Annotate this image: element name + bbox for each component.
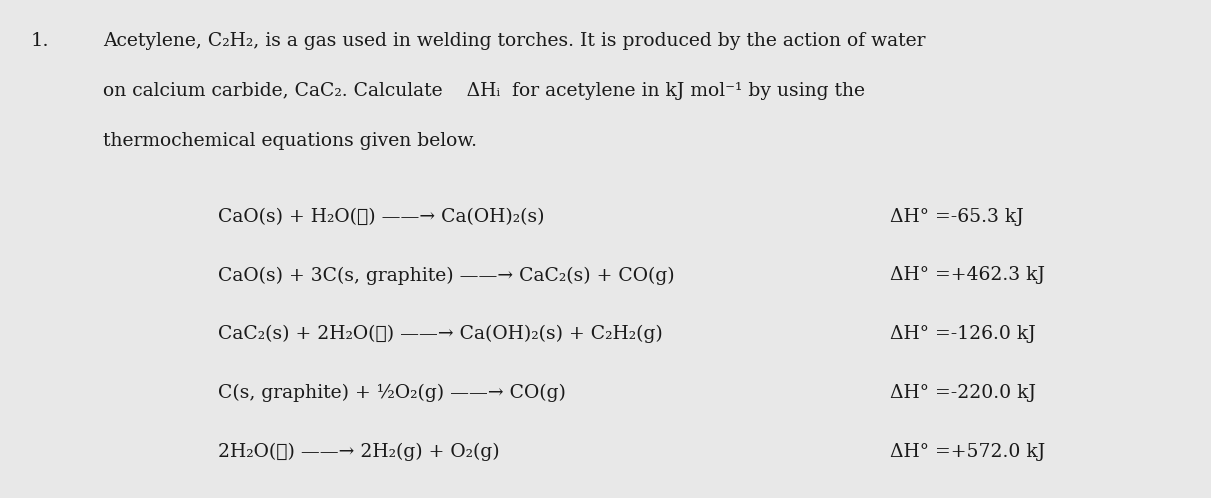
- Text: 2H₂O(ℓ) ——→ 2H₂(g) + O₂(g): 2H₂O(ℓ) ——→ 2H₂(g) + O₂(g): [218, 443, 500, 461]
- Text: ΔH° =+572.0 kJ: ΔH° =+572.0 kJ: [890, 443, 1045, 461]
- Text: ΔH° =-220.0 kJ: ΔH° =-220.0 kJ: [890, 384, 1037, 402]
- Text: Acetylene, C₂H₂, is a gas used in welding torches. It is produced by the action : Acetylene, C₂H₂, is a gas used in weldin…: [103, 32, 925, 50]
- Text: CaO(s) + H₂O(ℓ) ——→ Ca(OH)₂(s): CaO(s) + H₂O(ℓ) ——→ Ca(OH)₂(s): [218, 208, 545, 226]
- Text: CaO(s) + 3C(s, graphite) ——→ CaC₂(s) + CO(g): CaO(s) + 3C(s, graphite) ——→ CaC₂(s) + C…: [218, 266, 675, 284]
- Text: ΔH° =-65.3 kJ: ΔH° =-65.3 kJ: [890, 208, 1023, 226]
- Text: C(s, graphite) + ½O₂(g) ——→ CO(g): C(s, graphite) + ½O₂(g) ——→ CO(g): [218, 384, 566, 402]
- Text: ΔH° =-126.0 kJ: ΔH° =-126.0 kJ: [890, 325, 1035, 343]
- Text: on calcium carbide, CaC₂. Calculate    ΔHᵢ  for acetylene in kJ mol⁻¹ by using t: on calcium carbide, CaC₂. Calculate ΔHᵢ …: [103, 82, 865, 100]
- Text: 1.: 1.: [30, 32, 48, 50]
- Text: thermochemical equations given below.: thermochemical equations given below.: [103, 132, 477, 150]
- Text: ΔH° =+462.3 kJ: ΔH° =+462.3 kJ: [890, 266, 1045, 284]
- Text: CaC₂(s) + 2H₂O(ℓ) ——→ Ca(OH)₂(s) + C₂H₂(g): CaC₂(s) + 2H₂O(ℓ) ——→ Ca(OH)₂(s) + C₂H₂(…: [218, 325, 662, 343]
